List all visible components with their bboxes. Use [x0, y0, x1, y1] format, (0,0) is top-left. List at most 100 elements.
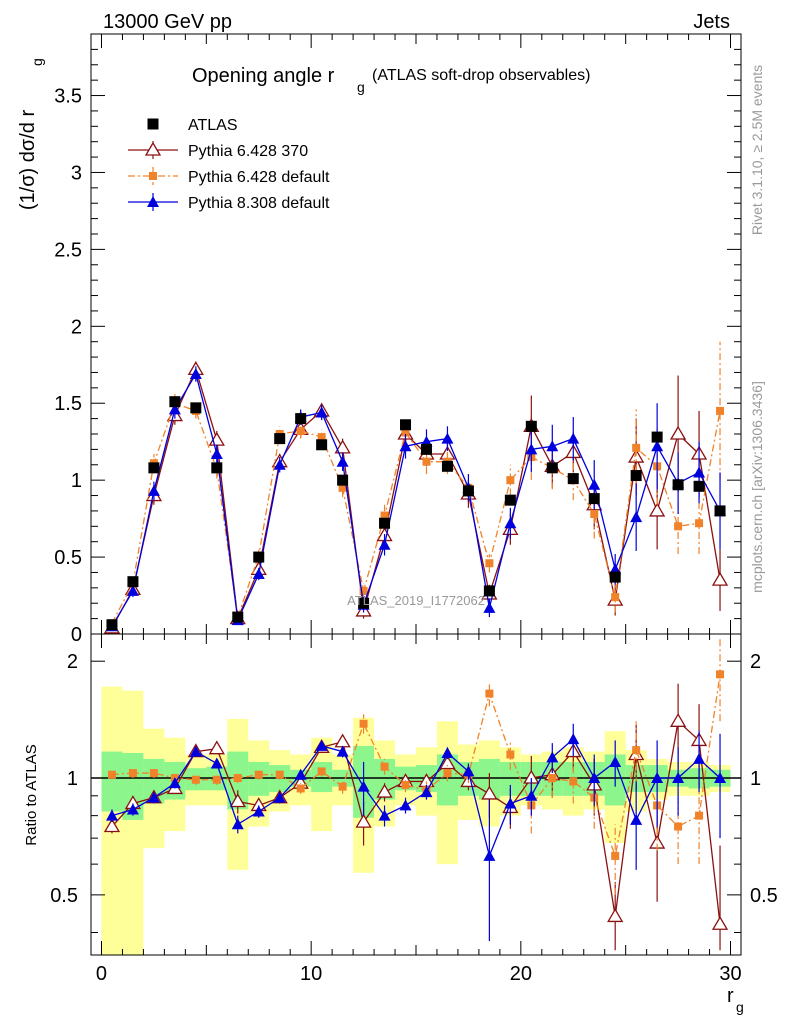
data-point: [714, 505, 726, 517]
data-point: [462, 485, 474, 497]
data-point: [716, 406, 725, 415]
y-tick-label: 1: [71, 470, 82, 492]
ratio-point: [233, 774, 242, 783]
data-point: [358, 597, 370, 609]
ratio-point: [191, 775, 200, 784]
ratio-point: [378, 809, 391, 821]
data-point: [546, 440, 559, 452]
y-tick-label: 0.5: [54, 547, 82, 569]
ratio-point: [128, 769, 137, 778]
ratio-point: [338, 782, 347, 791]
data-point: [273, 458, 286, 470]
y-axis-label: (1/σ) dσ/d r: [17, 110, 39, 211]
legend-marker: [149, 172, 157, 180]
data-point: [399, 440, 412, 452]
data-point: [106, 619, 118, 631]
ratio-point: [548, 774, 557, 783]
ratio-plot: 0 10 20 30 0.5 0.5 1 1 2 2: [50, 633, 778, 985]
ratio-point: [336, 745, 349, 757]
ratio-point: [334, 733, 351, 748]
ratio-point: [254, 770, 263, 779]
ratio-point: [506, 750, 515, 759]
ratio-series-1: [103, 683, 729, 951]
ratio-point: [609, 755, 622, 767]
main-series: [103, 341, 729, 634]
data-point: [630, 470, 642, 482]
data-point: [168, 403, 181, 415]
data-point: [147, 484, 160, 496]
ratio-point: [443, 769, 452, 778]
data-point: [567, 473, 579, 485]
data-point: [274, 433, 286, 445]
ratio-point: [359, 719, 368, 728]
side-rivet-label: Rivet 3.1.10, ≥ 2.5M events: [749, 65, 765, 235]
y-tick-label: 0: [71, 624, 82, 646]
ratio-point: [711, 915, 729, 930]
title-extra: (ATLAS soft-drop observables): [372, 67, 590, 84]
series-0: [106, 396, 726, 631]
ratio-point: [611, 851, 620, 860]
ratio-point: [714, 772, 727, 784]
data-point: [210, 448, 223, 459]
ratio-point: [462, 765, 475, 777]
ratio-point: [674, 822, 683, 831]
legend-marker: [144, 141, 162, 156]
ratio-point: [399, 799, 412, 811]
data-point: [611, 593, 620, 602]
ratio-point: [716, 670, 725, 679]
ratio-line: [111, 738, 721, 859]
data-point: [546, 462, 558, 474]
ratio-band-inner: [499, 761, 521, 796]
data-point: [317, 433, 326, 442]
x-tick-label: 20: [510, 963, 532, 985]
data-point: [648, 502, 666, 517]
data-point: [609, 571, 621, 583]
data-point: [525, 443, 538, 455]
data-point: [127, 576, 139, 588]
plot-title: Opening angle r g (ATLAS soft-drop obser…: [192, 65, 590, 95]
data-point: [378, 538, 391, 550]
data-point: [338, 483, 347, 492]
ratio-tick-label-right: 2: [750, 651, 761, 673]
data-point: [379, 517, 391, 529]
legend: ATLAS Pythia 6.428 370 Pythia 6.428 defaul…: [128, 117, 330, 212]
ratio-point: [504, 797, 517, 809]
data-point: [506, 476, 515, 485]
ratio-point: [294, 768, 307, 780]
y-tick-label: 3: [71, 162, 82, 184]
y-tick-label: 3.5: [54, 86, 82, 108]
data-point: [296, 426, 305, 435]
data-point: [441, 432, 454, 444]
series-line: [111, 402, 721, 624]
ratio-point: [669, 713, 687, 727]
data-point: [232, 611, 244, 623]
ratio-point: [481, 785, 498, 800]
ratio-point: [126, 803, 139, 815]
ratio-tick-label: 0.5: [50, 885, 78, 907]
data-point: [672, 479, 684, 491]
data-point: [337, 474, 349, 486]
legend-label: Pythia 6.428 370: [188, 143, 308, 160]
legend-label: Pythia 8.308 default: [188, 195, 330, 212]
ratio-point: [252, 805, 265, 817]
watermark: ATLAS_2019_I1772062: [347, 593, 485, 608]
data-point: [169, 396, 181, 408]
data-point: [189, 368, 202, 379]
main-plot: 0 0.5 1 1.5 2 2.5 3 3.5 ATLAS Pythia 6.428 370 Pyt…: [54, 33, 742, 646]
data-point: [525, 420, 537, 432]
ratio-point: [567, 733, 580, 745]
ratio-point: [317, 767, 326, 776]
ratio-point: [168, 777, 181, 789]
data-point: [126, 584, 139, 596]
data-point: [316, 439, 328, 451]
ratio-point: [569, 777, 578, 786]
ratio-point: [439, 755, 456, 770]
data-point: [693, 480, 705, 492]
ratio-point: [420, 786, 433, 798]
ratio-point: [485, 689, 494, 698]
header-left: 13000 GeV pp: [103, 11, 232, 33]
data-point: [315, 406, 328, 418]
ratio-point: [231, 818, 244, 830]
ratio-tick-label: 1: [67, 768, 78, 790]
ratio-point: [355, 813, 372, 828]
